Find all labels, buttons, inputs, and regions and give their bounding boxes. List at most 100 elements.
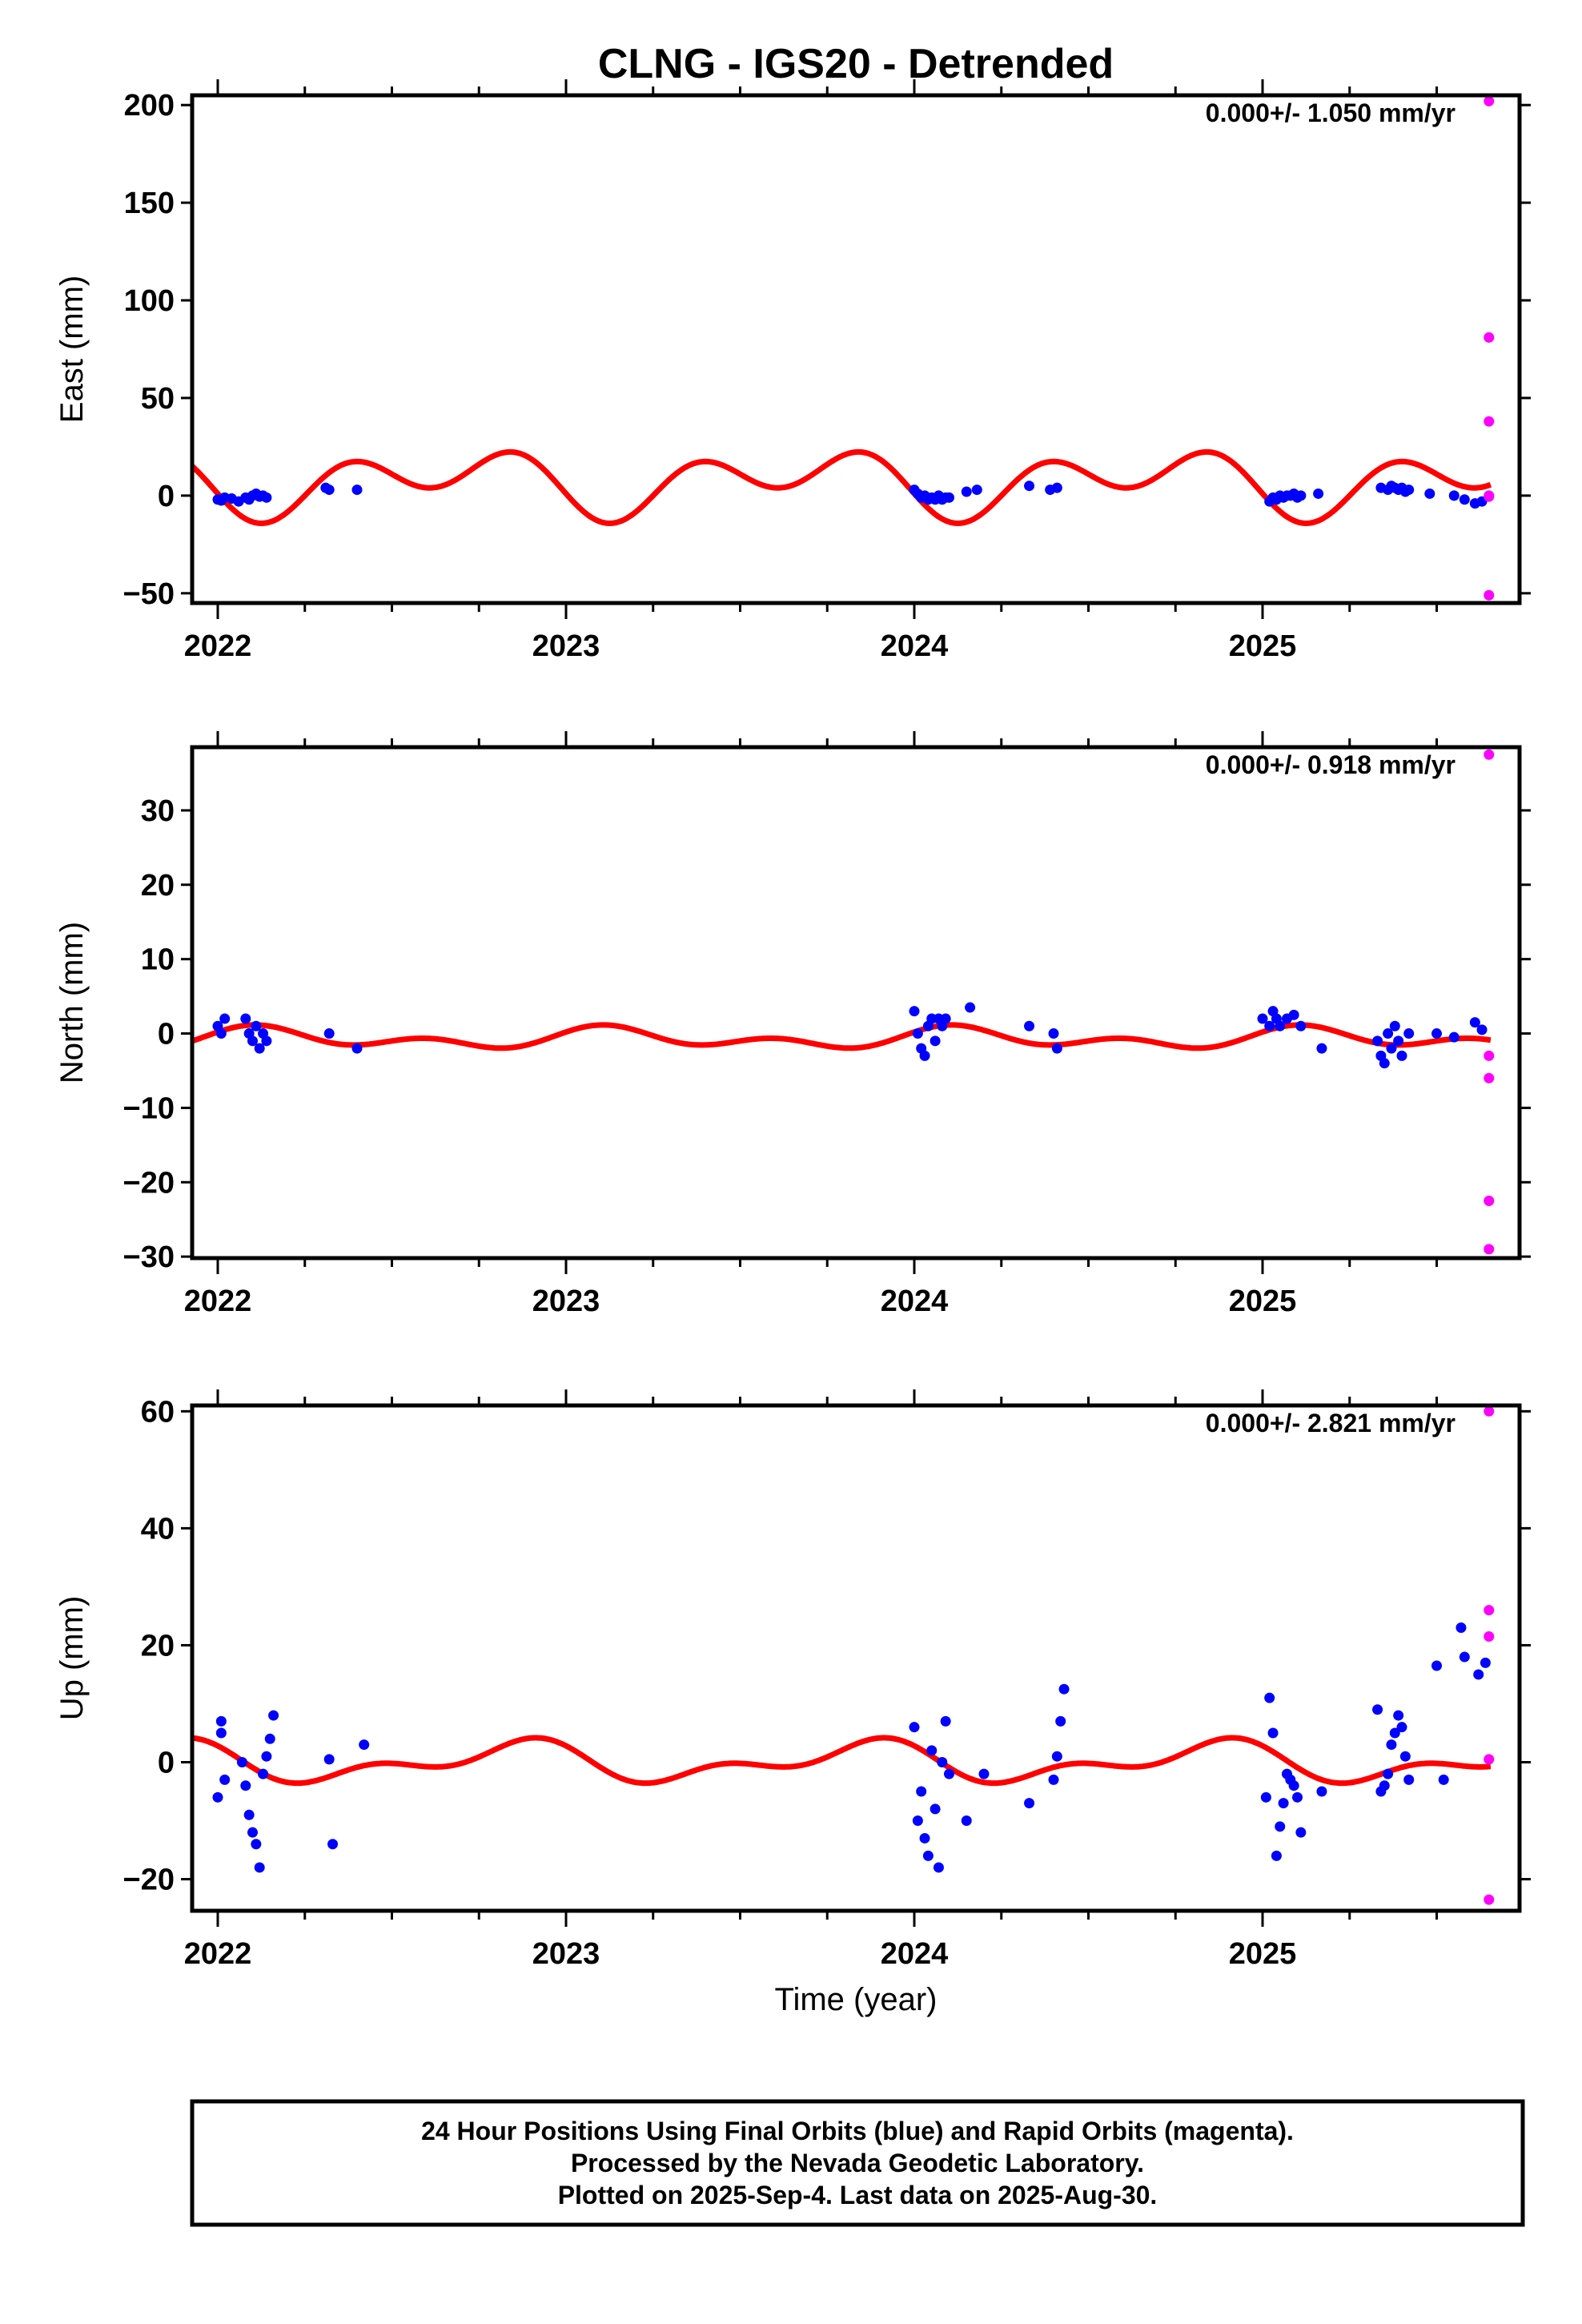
final-orbit-point (1386, 1739, 1397, 1751)
final-orbit-point (1372, 1035, 1383, 1047)
rapid-orbit-point (1484, 1605, 1495, 1616)
final-orbit-point (240, 1013, 251, 1024)
y-tick-label: 200 (124, 89, 175, 123)
data-layer (192, 1405, 1495, 1905)
final-orbit-point (359, 1739, 370, 1751)
y-tick-label: 40 (141, 1512, 175, 1546)
final-orbit-point (1396, 1050, 1407, 1061)
final-orbit-point (1295, 1827, 1307, 1838)
x-tick-label: 2023 (532, 629, 600, 663)
final-orbit-point (1456, 1622, 1467, 1634)
final-orbit-point (1389, 1727, 1400, 1739)
final-orbit-point (1424, 488, 1435, 499)
final-orbit-point (922, 1850, 934, 1861)
panel-frame (190, 1403, 1522, 1913)
final-orbit-point (1051, 482, 1062, 493)
data-layer (192, 749, 1495, 1255)
final-orbit-point (1431, 1660, 1442, 1671)
x-tick-label: 2024 (881, 1285, 949, 1318)
rapid-orbit-point (1484, 749, 1495, 760)
final-orbit-point (912, 1028, 923, 1039)
final-orbit-point (251, 1839, 262, 1850)
final-orbit-point (1383, 1028, 1394, 1039)
model-curve (192, 1735, 1492, 1787)
final-orbit-point (1051, 1043, 1062, 1054)
final-orbit-point (1316, 1043, 1327, 1054)
model-curve (192, 448, 1492, 526)
final-orbit-point (236, 1756, 247, 1767)
y-tick-label: 60 (141, 1395, 175, 1429)
final-orbit-point (261, 492, 272, 503)
final-orbit-point (1396, 1722, 1407, 1733)
final-orbit-point (351, 1043, 363, 1054)
final-orbit-point (1393, 1035, 1404, 1047)
final-orbit-point (1271, 1850, 1282, 1861)
rate-annotation: 0.000+/- 0.918 mm/yr (1206, 750, 1456, 779)
rate-annotation: 0.000+/- 1.050 mm/yr (1206, 99, 1456, 127)
rapid-orbit-point (1484, 589, 1495, 601)
final-orbit-point (1024, 480, 1035, 492)
final-orbit-point (909, 1722, 920, 1733)
final-orbit-point (1292, 1791, 1303, 1803)
final-orbit-point (351, 485, 363, 496)
final-orbit-point (1399, 1751, 1411, 1762)
y-tick-label: 0 (158, 1018, 175, 1051)
final-orbit-point (323, 1754, 335, 1765)
final-orbit-point (219, 1774, 231, 1785)
final-orbit-point (1267, 1727, 1279, 1739)
final-orbit-point (243, 1809, 255, 1820)
y-tick-label: 20 (141, 1629, 175, 1663)
y-tick-label: 0 (158, 480, 175, 513)
final-orbit-point (254, 1043, 265, 1054)
x-tick-label: 2025 (1229, 1937, 1297, 1971)
y-axis-label: North (mm) (54, 922, 90, 1084)
final-orbit-point (1264, 1020, 1275, 1031)
final-orbit-point (1295, 1020, 1307, 1031)
final-orbit-point (1379, 1058, 1390, 1069)
final-orbit-point (240, 1780, 251, 1791)
final-orbit-point (1473, 1669, 1484, 1680)
final-orbit-point (1264, 1692, 1275, 1703)
final-orbit-point (937, 1756, 948, 1767)
final-orbit-point (215, 1727, 227, 1739)
final-orbit-point (1469, 1017, 1480, 1028)
rate-annotation: 0.000+/- 2.821 mm/yr (1206, 1409, 1456, 1437)
final-orbit-point (212, 1791, 223, 1803)
rapid-orbit-point (1484, 332, 1495, 343)
final-orbit-point (247, 1827, 258, 1838)
final-orbit-point (1051, 1751, 1062, 1762)
final-orbit-point (940, 1013, 951, 1024)
x-tick-label: 2023 (532, 1285, 600, 1318)
final-orbit-point (1438, 1774, 1449, 1785)
final-orbit-point (254, 1862, 265, 1873)
final-orbit-point (944, 1768, 954, 1779)
rapid-orbit-point (1484, 95, 1495, 107)
final-orbit-point (1372, 1704, 1383, 1715)
final-orbit-point (215, 1715, 227, 1727)
panel-3: −20 0 20 40 60 2022 2023 2024 2025 Up (mm) 0.000+/… (54, 1389, 1531, 1971)
y-tick-label: 20 (141, 869, 175, 903)
y-tick-label: 50 (141, 382, 175, 416)
final-orbit-point (1275, 1821, 1286, 1832)
final-orbit-point (933, 1862, 944, 1873)
x-tick-label: 2024 (881, 629, 949, 663)
rapid-orbit-point (1484, 416, 1495, 427)
final-orbit-point (219, 1013, 231, 1024)
y-axis-label: Up (mm) (54, 1596, 90, 1721)
final-orbit-point (1403, 1028, 1415, 1039)
final-orbit-point (971, 485, 982, 496)
y-tick-label: 100 (124, 284, 175, 318)
y-tick-label: −50 (123, 577, 175, 611)
final-orbit-point (323, 485, 335, 496)
final-orbit-point (261, 1035, 272, 1047)
final-orbit-point (1476, 1024, 1488, 1035)
rapid-orbit-point (1484, 1894, 1495, 1905)
panel-frame (190, 745, 1522, 1261)
final-orbit-point (1316, 1786, 1327, 1797)
final-orbit-point (251, 1020, 262, 1031)
final-orbit-point (1024, 1798, 1035, 1809)
final-orbit-point (961, 486, 972, 497)
final-orbit-point (940, 1715, 951, 1727)
